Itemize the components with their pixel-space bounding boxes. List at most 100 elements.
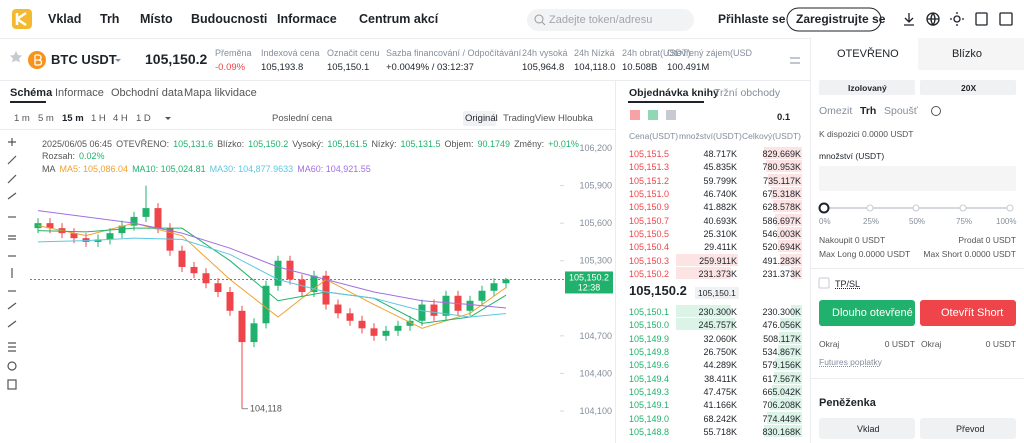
view-tab[interactable]: Originál (465, 113, 498, 124)
candle-body (358, 320, 366, 329)
interval[interactable]: 1 D (136, 113, 151, 124)
transfer-button[interactable] (920, 418, 1016, 439)
candle-body (130, 216, 138, 226)
login-link[interactable]: Přihlaste se (718, 12, 786, 26)
ob-col: Celkový(USDT) (741, 131, 801, 141)
interval[interactable]: 1 H (91, 113, 106, 124)
long-button[interactable] (819, 300, 915, 326)
candle-body (250, 323, 258, 343)
candle-body (442, 295, 450, 316)
ob-qty: 59.799K (703, 175, 737, 186)
interval[interactable]: 1 m (14, 113, 30, 124)
ob-total: 231.373K (762, 268, 801, 279)
fees-link[interactable]: Futures poplatky (819, 357, 882, 367)
ob-price: 105,150.2 (629, 268, 670, 279)
panel-tab[interactable]: Blízko (952, 48, 982, 60)
stat-label: Otevřený zájem(USD (667, 48, 753, 58)
ob-price: 105,150.9 (629, 202, 670, 213)
short-button[interactable] (920, 300, 1016, 326)
stat-label: Indexová cena (261, 48, 320, 58)
panel-tab[interactable]: OTEVŘENO (837, 48, 899, 60)
ob-qty: 47.475K (703, 386, 737, 397)
view-tab[interactable]: TradingView (503, 113, 556, 124)
interval[interactable]: 15 m (62, 113, 84, 124)
ob-col: Cena(USDT) (629, 131, 679, 141)
low-annotation: 104,118 (250, 404, 282, 414)
short-label[interactable]: Otevřít Short (941, 307, 1004, 319)
ob-total: 579.156K (762, 360, 801, 371)
interval[interactable]: 4 H (113, 113, 128, 124)
depth-bar (676, 266, 732, 279)
order-type[interactable]: Trh (860, 105, 877, 117)
ob-tab[interactable]: Objednávka knihy (629, 87, 719, 99)
depth-bar (766, 160, 802, 173)
candle-body (46, 223, 54, 229)
long-label[interactable]: Dlouho otevřené (832, 307, 913, 319)
view-tab[interactable]: Hloubka (558, 113, 593, 124)
depth-bar (763, 424, 802, 437)
slider-mark: 75% (956, 217, 973, 226)
range-info: Rozsah: 0.02% (42, 150, 109, 162)
legend-entry: MA10: 105,024.81 (132, 164, 206, 174)
ob-tab[interactable]: Tržní obchody (714, 87, 781, 99)
register-label[interactable]: Zaregistrujte se (796, 12, 886, 26)
ob-price: 105,151.3 (629, 162, 670, 173)
nav-item[interactable]: Centrum akcí (359, 12, 439, 26)
depth-bar (780, 318, 802, 331)
candle-body (94, 239, 102, 242)
depth-bar (778, 240, 802, 253)
depth-bar (773, 371, 802, 384)
register-button[interactable] (786, 7, 882, 32)
ob-qty: 41.166K (703, 400, 737, 411)
wallet-button[interactable]: Převod (956, 424, 985, 434)
candle-body (70, 233, 78, 239)
leverage[interactable]: 20X (961, 83, 977, 93)
deposit-button[interactable] (819, 418, 915, 439)
chart-tab[interactable]: Informace (55, 87, 104, 99)
candle-body (502, 279, 510, 284)
candle-body (478, 290, 486, 301)
depth-bar (777, 344, 802, 357)
stat-value: 104,118.0 (574, 62, 616, 73)
depth-bar (778, 331, 802, 344)
ob-total: 665.042K (762, 386, 801, 397)
info-label: Změny: (514, 139, 545, 149)
y-tick-label: 105,900 (579, 181, 612, 191)
interval[interactable]: 5 m (38, 113, 54, 124)
ma-line (37, 222, 507, 329)
ob-mark: 105,150.1 (695, 287, 739, 299)
ob-step[interactable]: 0.1 (777, 112, 791, 123)
chart-tab[interactable]: Mapa likvidace (184, 87, 257, 99)
ob-qty: 45.835K (703, 162, 737, 173)
margin-mode[interactable]: Izolovaný (848, 83, 887, 93)
candle-body (370, 328, 378, 336)
candle-body (430, 304, 438, 316)
candle-body (202, 273, 210, 284)
candle-body (238, 310, 246, 343)
search-box[interactable] (527, 9, 694, 31)
nav-item[interactable]: Místo (140, 12, 173, 26)
ma-line (37, 227, 507, 324)
price-source[interactable]: Poslední cena (272, 113, 333, 124)
candle-body (142, 208, 150, 217)
order-type[interactable]: Spoušť (884, 105, 918, 117)
ob-price: 105,150.4 (629, 242, 670, 253)
candle-body (418, 304, 426, 321)
ob-price: 105,150.0 (629, 320, 670, 331)
legend-entry: MA30: 104,877.9633 (209, 164, 294, 174)
ob-qty: 46.740K (703, 188, 737, 199)
nav-item[interactable]: Budoucnosti (191, 12, 268, 26)
candle-body (466, 300, 474, 311)
chart-tab[interactable]: Schéma (10, 87, 53, 99)
ob-total: 520.694K (762, 242, 801, 253)
depth-bar (764, 147, 802, 159)
chart-tab[interactable]: Obchodní data (111, 87, 184, 99)
wallet-button[interactable]: Vklad (857, 424, 880, 434)
nav-item[interactable]: Trh (100, 12, 120, 26)
tpsl[interactable]: TP/SL (835, 279, 861, 289)
nav-item[interactable]: Vklad (48, 12, 82, 26)
order-type[interactable]: Omezit (819, 105, 853, 117)
amount-unit[interactable]: množství (USDT) (819, 151, 885, 161)
ma-legend: MA MA5: 105,086.04 MA10: 105,024.81 MA30: 1… (42, 163, 375, 175)
nav-item[interactable]: Informace (277, 12, 337, 26)
